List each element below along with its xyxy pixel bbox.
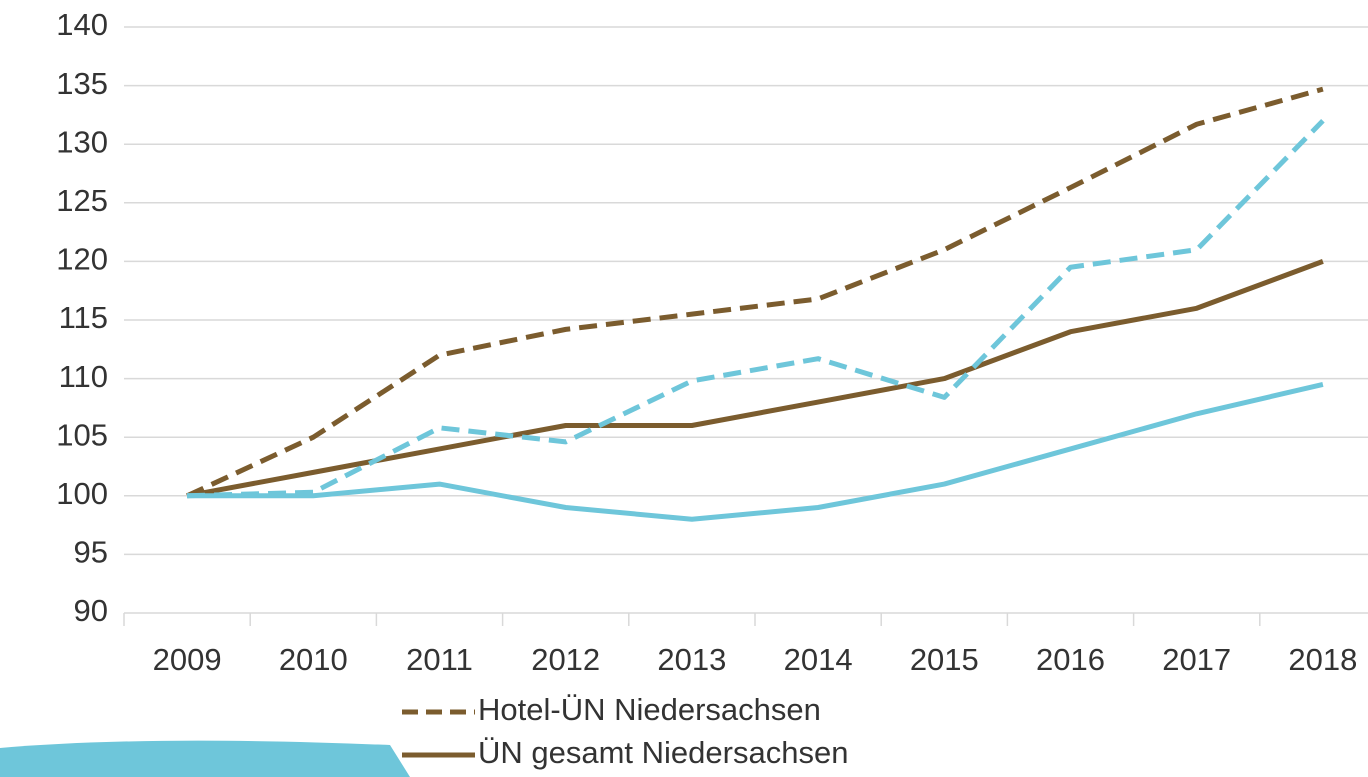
y-tick-label: 110 — [59, 359, 108, 394]
legend-label: ÜN gesamt Niedersachsen — [478, 735, 848, 770]
y-tick-label: 140 — [56, 7, 108, 42]
x-tick-label: 2012 — [531, 642, 600, 677]
y-tick-label: 90 — [74, 593, 108, 628]
line-series — [187, 119, 1325, 499]
y-tick-label: 120 — [56, 242, 108, 277]
x-tick-label: 2011 — [406, 642, 473, 677]
x-tick-label: 2017 — [1162, 642, 1231, 677]
y-tick-label: 100 — [56, 476, 108, 511]
y-tick-label: 115 — [59, 300, 108, 335]
x-tick-label: 2014 — [784, 642, 853, 677]
y-tick-label: 105 — [56, 417, 108, 452]
x-tick-label: 2018 — [1288, 642, 1357, 677]
decoration — [0, 740, 410, 777]
y-tick-label: 130 — [56, 124, 108, 159]
y-tick-label: 135 — [56, 66, 108, 101]
legend-label: Hotel-ÜN Niedersachsen — [478, 692, 821, 727]
line-series — [187, 382, 1324, 522]
line-series — [186, 86, 1324, 499]
x-tick-label: 2016 — [1036, 642, 1105, 677]
y-tick-label: 125 — [56, 183, 108, 218]
x-tick-label: 2009 — [153, 642, 222, 677]
x-tick-label: 2013 — [657, 642, 726, 677]
x-tick-label: 2010 — [279, 642, 348, 677]
y-tick-label: 95 — [74, 535, 108, 570]
x-tick-label: 2015 — [910, 642, 979, 677]
